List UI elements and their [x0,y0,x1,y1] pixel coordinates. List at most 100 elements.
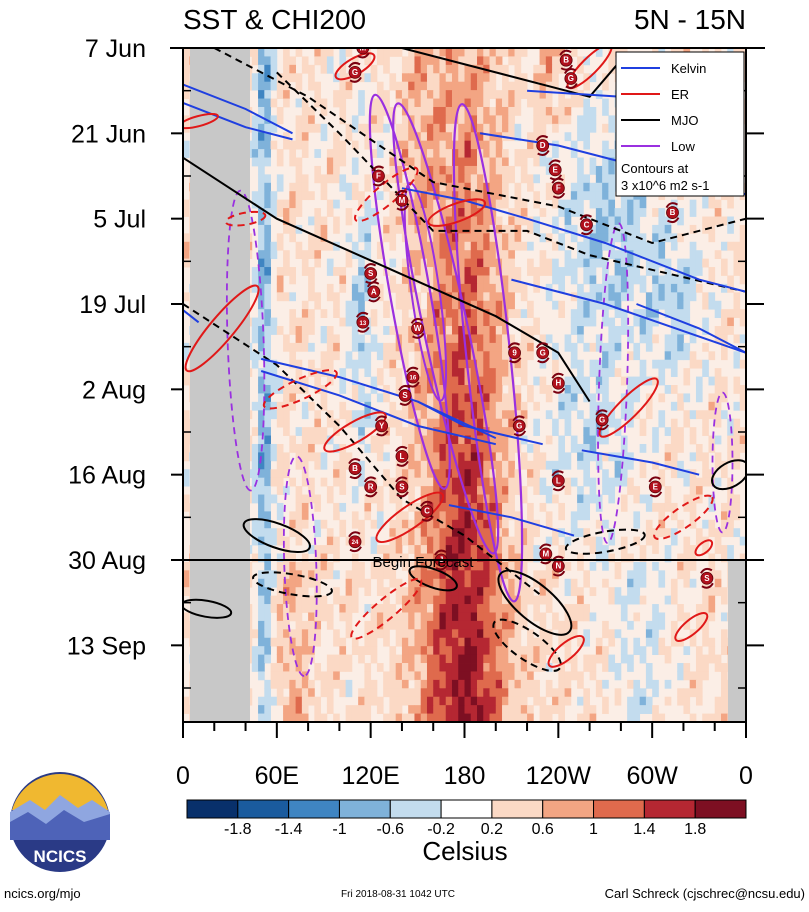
latitude-band-label: 5N - 15N [634,4,746,35]
colorbar-tick-label: -1.8 [224,821,252,838]
axes: 7 Jun 21 Jun 5 Jul 19 Jul 2 Aug 16 Aug 30 Aug 1… [67,35,764,790]
cyclone-marker: 9 [507,342,522,364]
colorbar-swatch [643,799,696,819]
cyclone-marker: G [595,409,609,431]
cyclone-label: G [599,415,605,424]
colorbar-tick-label: 0.6 [532,821,554,838]
cyclone-label: H [555,379,561,388]
cyclone-label: F [376,172,381,181]
colorbar-tick-label: -1 [332,821,346,838]
cyclone-label: C [424,507,430,516]
cyclone-marker: A [366,281,381,303]
colorbar-swatch [694,799,747,819]
cyclone-label: S [368,269,374,278]
logo-text: NCICS [34,847,87,866]
colorbar-tick-label: 1 [589,821,598,838]
cyclone-marker: M [356,44,370,59]
cyclone-marker: C [420,500,434,522]
cyclone-marker: G [535,342,550,364]
cyclone-label: M [542,549,549,558]
cyclone-label: G [568,74,574,83]
cyclone-label: E [653,482,659,491]
cyclone-marker: R [363,476,378,498]
begin-forecast-label: Begin Forecast [373,554,475,571]
land-mask-atlantic [728,560,746,722]
x-tick-label: 60E [255,762,299,790]
x-tick-label: 60W [626,762,678,790]
cyclone-label: D [540,141,546,150]
legend-entry: Kelvin [621,61,706,76]
cyclone-label: N [555,562,561,571]
cyclone-marker: B [665,202,680,224]
legend-note-line1: Contours at [621,161,689,176]
cyclone-marker: S [395,476,409,498]
cyclone-marker: S [398,384,412,406]
cyclone-label: B [670,208,676,217]
cyclone-label: G [352,68,358,77]
cyclone-marker: L [395,445,409,467]
x-tick-label: 180 [444,762,486,790]
cyclone-label: F [556,184,561,193]
cyclone-label: G [516,421,522,430]
cyclone-label: Y [379,421,385,430]
y-tick-label: 19 Jul [79,291,146,319]
cyclone-label: W [414,324,422,333]
colorbar-swatch [440,799,493,819]
cyclone-marker: G [563,68,578,89]
colorbar-swatch [338,799,391,819]
cyclone-marker: E [648,476,663,498]
y-tick-label: 16 Aug [68,462,146,490]
cyclone-marker: E [548,159,563,181]
colorbar-tick-label: -0.2 [427,821,455,838]
colorbar-label: Celsius [422,836,507,866]
colorbar-swatch [288,799,340,819]
legend: Kelvin ER MJO Low Contours at 3 x10^6 m2 s-… [615,51,745,197]
cyclone-marker: 16 [406,366,420,388]
cyclone-label: B [352,464,358,473]
y-tick-label: 2 Aug [82,376,146,404]
cyclone-label: G [540,348,546,357]
cyclone-marker: L [551,470,566,492]
cyclone-marker: S [363,263,378,284]
legend-entry-label: Kelvin [671,61,706,76]
x-tick-label: 0 [739,762,753,790]
colorbar-swatch [237,799,290,819]
legend-entry-label: MJO [671,113,698,128]
colorbar-tick-label: -0.6 [377,821,405,838]
cyclone-label: 16 [410,376,417,382]
cyclone-marker: H [551,372,566,394]
cyclone-label: L [556,476,561,485]
cyclone-label: S [399,482,405,491]
footer-url: ncics.org/mjo [4,886,81,901]
cyclone-marker: W [410,317,425,339]
x-tick-label: 120W [526,762,592,790]
cyclone-label: M [360,44,367,53]
colorbar: -1.8 -1.4 -1 -0.6 -0.2 0.2 0.6 1 1.4 1.8 [186,799,747,838]
footer-timestamp: Fri 2018-08-31 1042 UTC [341,889,455,900]
legend-entry-label: Low [671,139,695,154]
cyclone-label: E [553,165,559,174]
x-tick-label: 120E [341,762,399,790]
legend-box [615,51,745,197]
colorbar-tick-label: 0.2 [481,821,503,838]
legend-entry: Low [621,139,695,154]
chart-title: SST & CHI200 [183,4,366,35]
cyclone-marker: B [348,458,362,480]
cyclone-marker: M [395,189,409,211]
cyclone-marker: D [535,135,550,156]
legend-entry-label: ER [671,87,689,102]
cyclone-marker: F [551,177,566,199]
cyclone-label: R [368,482,374,491]
colorbar-tick-label: 1.4 [633,821,655,838]
colorbar-tick-label: -1.4 [275,821,303,838]
x-tick-label: 0 [176,762,190,790]
colorbar-swatch [186,799,239,819]
cyclone-marker: Y [374,415,389,437]
cyclone-marker: S [700,567,714,589]
cyclone-marker: F [371,165,386,187]
y-tick-label: 13 Sep [67,632,146,660]
y-tick-label: 7 Jun [85,35,146,63]
legend-entry: ER [621,87,689,102]
cyclone-label: L [399,452,404,461]
